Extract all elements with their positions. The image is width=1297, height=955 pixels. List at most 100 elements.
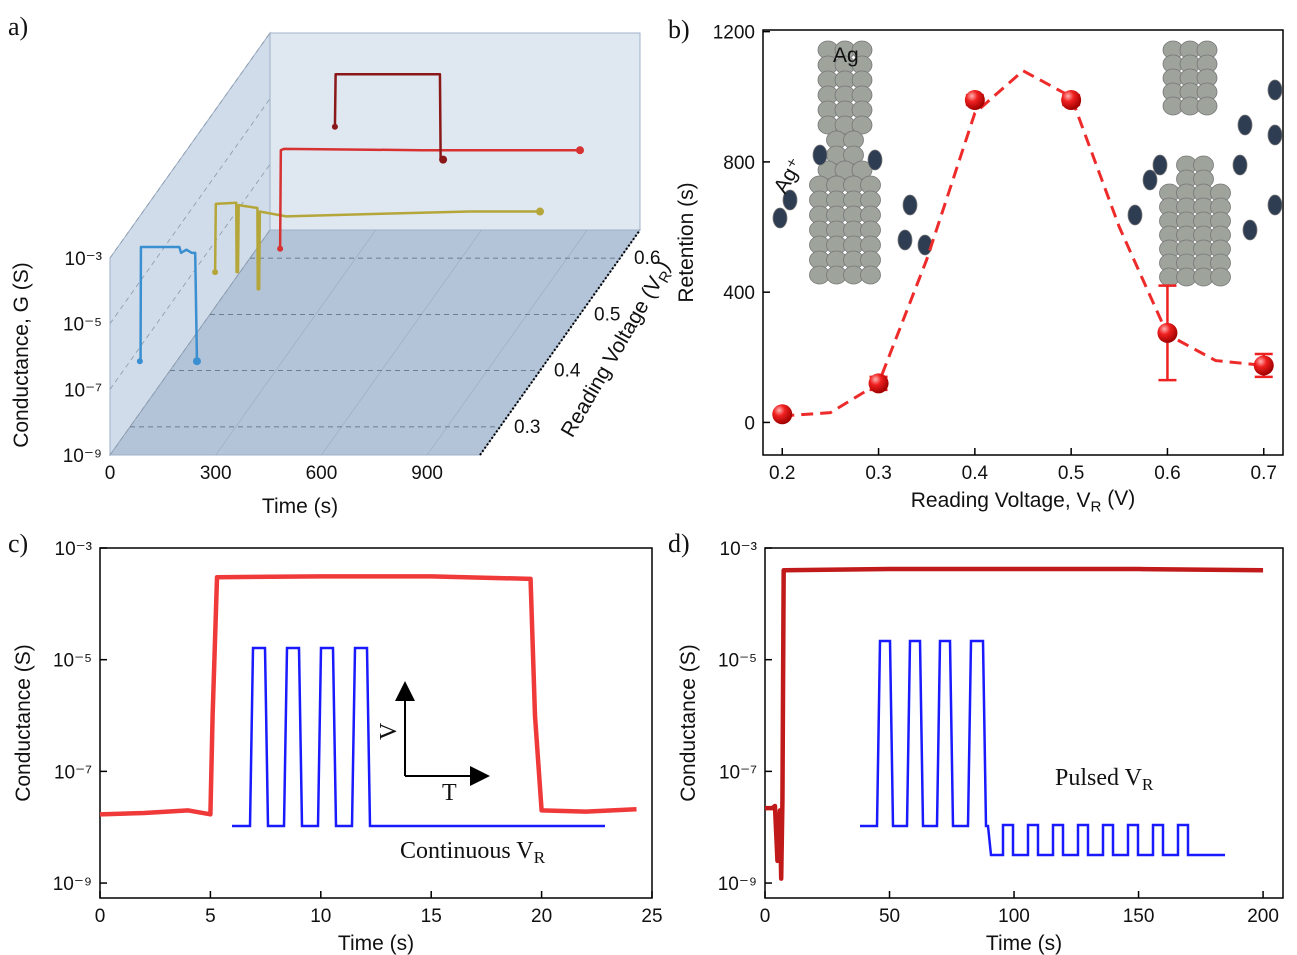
grid-line bbox=[109, 98, 271, 324]
annotation-part: R bbox=[1142, 775, 1154, 794]
y-tick-label: 10⁻⁷ bbox=[54, 762, 92, 783]
illustration bbox=[843, 145, 864, 165]
illustration bbox=[1267, 124, 1283, 146]
y-tick-label: 10⁻⁵ bbox=[53, 651, 92, 672]
point bbox=[1157, 322, 1178, 343]
trace-start bbox=[277, 245, 284, 252]
annotation: Pulsed VR bbox=[1055, 765, 1154, 794]
x-tick-label: 25 bbox=[641, 906, 662, 927]
x-tick-label: 0 bbox=[95, 906, 106, 927]
annotation: Ag bbox=[833, 44, 859, 67]
grid-line bbox=[109, 32, 271, 259]
x-axis-label: Time (s) bbox=[262, 495, 338, 518]
illustration bbox=[917, 234, 933, 256]
x-tick-label: 150 bbox=[1123, 906, 1155, 927]
trace bbox=[139, 245, 199, 363]
annotation: V bbox=[376, 722, 402, 740]
z-tick-label: 0.5 bbox=[594, 304, 620, 325]
trace-end bbox=[192, 357, 201, 366]
line bbox=[765, 566, 1264, 881]
grid-line bbox=[109, 164, 271, 390]
y-tick-label: 10⁻⁵ bbox=[718, 651, 757, 672]
y-tick-label: 10⁻⁷ bbox=[64, 380, 102, 401]
illustration bbox=[902, 194, 918, 216]
x-tick-label: 50 bbox=[879, 906, 900, 927]
y-tick-label: 800 bbox=[723, 153, 755, 174]
x-tick-label: 900 bbox=[411, 463, 443, 484]
annotation: Ag⁺ bbox=[769, 154, 807, 197]
illustration bbox=[1210, 267, 1231, 287]
illustration bbox=[867, 149, 883, 171]
illustration bbox=[897, 229, 913, 251]
x-tick-label: 0.6 bbox=[1154, 463, 1180, 484]
grid-line bbox=[215, 229, 376, 456]
plot-frame bbox=[764, 547, 1284, 899]
illustration bbox=[772, 207, 788, 229]
illustration bbox=[1142, 169, 1158, 191]
x-tick-label: 0 bbox=[760, 906, 771, 927]
x-tick-label: 0.4 bbox=[962, 463, 989, 484]
y-tick-label: 400 bbox=[723, 283, 755, 304]
x-tick-label: 10 bbox=[310, 906, 331, 927]
trace-start bbox=[212, 269, 219, 276]
panel-label: a) bbox=[8, 12, 28, 41]
x-axis-label: Time (s) bbox=[338, 932, 414, 955]
plot-frame bbox=[762, 29, 1284, 456]
x-tick-label: 20 bbox=[531, 906, 552, 927]
illustration bbox=[1242, 219, 1258, 241]
x-tick-label: 300 bbox=[200, 463, 232, 484]
point bbox=[868, 373, 889, 394]
annotation: T bbox=[442, 780, 457, 806]
fit-curve bbox=[782, 68, 1264, 418]
illustration bbox=[1127, 204, 1143, 226]
x-tick-label: 600 bbox=[306, 463, 338, 484]
illustration bbox=[812, 144, 828, 166]
x-tick-label: 0 bbox=[105, 463, 116, 484]
trace bbox=[278, 147, 580, 249]
x-axis-label-part: R bbox=[1091, 499, 1102, 516]
point bbox=[1061, 90, 1082, 111]
trace-end bbox=[439, 155, 448, 164]
illustration bbox=[1267, 79, 1283, 101]
z-tick-label: 0.3 bbox=[514, 417, 540, 438]
illustration bbox=[1152, 154, 1168, 176]
grid-line bbox=[321, 229, 482, 456]
illustration bbox=[851, 115, 873, 135]
y-tick-label: 10⁻⁹ bbox=[53, 874, 92, 895]
point bbox=[964, 90, 985, 111]
x-tick-label: 5 bbox=[205, 906, 216, 927]
grid-line bbox=[109, 229, 271, 456]
y-tick-label: 1200 bbox=[713, 23, 755, 44]
x-tick-label: 0.2 bbox=[769, 463, 795, 484]
y-tick-label: 10⁻⁹ bbox=[718, 874, 757, 895]
x-tick-label: 15 bbox=[421, 906, 442, 927]
y-tick-label: 10⁻³ bbox=[55, 539, 93, 560]
x-axis-label-part: Reading Voltage, V bbox=[911, 489, 1091, 512]
trace-start bbox=[331, 123, 338, 130]
panel-label: c) bbox=[8, 529, 28, 558]
illustration bbox=[860, 265, 881, 285]
y-axis-label: Retention (s) bbox=[675, 182, 698, 302]
y-axis-label: Conductance (S) bbox=[12, 644, 35, 802]
y-tick-label: 10⁻⁹ bbox=[63, 446, 102, 467]
z-tick-label: 0.6 bbox=[634, 248, 660, 269]
annotation-part: R bbox=[534, 848, 546, 867]
x-axis-label-part: (V) bbox=[1101, 487, 1135, 510]
y-axis-label: Conductance, G (S) bbox=[10, 262, 33, 448]
trace-end bbox=[536, 207, 544, 216]
x-tick-label: 0.3 bbox=[865, 463, 891, 484]
x-tick-label: 100 bbox=[998, 906, 1030, 927]
plot-frame bbox=[99, 547, 653, 899]
back-wall bbox=[269, 32, 641, 231]
trace-end bbox=[576, 146, 584, 155]
y-tick-label: 0 bbox=[744, 413, 755, 434]
illustration bbox=[1232, 154, 1248, 176]
y-tick-label: 10⁻³ bbox=[65, 249, 103, 270]
y-tick-label: 10⁻³ bbox=[720, 539, 758, 560]
x-tick-label: 200 bbox=[1247, 906, 1279, 927]
illustration bbox=[1196, 96, 1218, 116]
y-tick-label: 10⁻⁵ bbox=[63, 315, 102, 336]
y-axis-label: Conductance (S) bbox=[677, 644, 700, 802]
